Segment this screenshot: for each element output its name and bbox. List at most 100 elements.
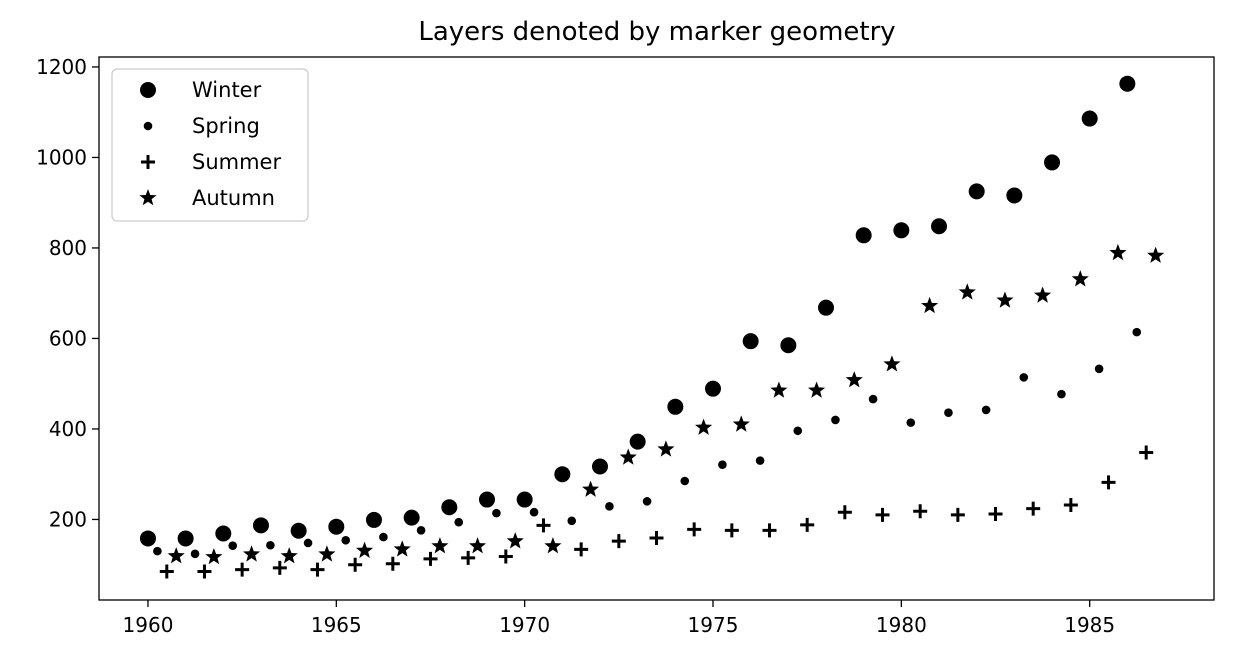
data-point-summer <box>1026 501 1041 516</box>
data-point-autumn <box>469 537 487 554</box>
data-point-summer <box>1063 497 1078 512</box>
data-point-spring <box>529 507 539 517</box>
data-point-summer <box>574 542 589 557</box>
plot-frame <box>98 56 1215 601</box>
data-point-summer <box>423 551 438 566</box>
data-point-spring <box>981 405 991 415</box>
legend-label-spring: Spring <box>192 114 260 138</box>
y-tick-label: 600 <box>49 326 87 350</box>
legend-label-autumn: Autumn <box>192 186 275 210</box>
data-point-winter <box>855 227 872 244</box>
series-winter <box>139 75 1136 547</box>
legend-marker-summer <box>141 155 155 169</box>
data-point-spring <box>1057 389 1066 399</box>
data-point-spring <box>605 502 614 511</box>
data-point-summer <box>649 531 664 546</box>
data-point-winter <box>252 517 269 534</box>
data-point-summer <box>536 518 551 533</box>
data-point-spring <box>416 526 426 535</box>
data-point-winter <box>742 333 759 350</box>
data-point-summer <box>461 550 476 565</box>
data-point-winter <box>215 525 232 542</box>
data-point-summer <box>498 549 513 564</box>
data-point-summer <box>159 564 174 579</box>
data-point-summer <box>762 523 777 538</box>
x-tick-label: 1980 <box>876 613 927 637</box>
data-point-autumn <box>280 547 298 564</box>
data-point-spring <box>793 426 803 436</box>
data-point-winter <box>441 499 458 516</box>
x-tick-label: 1985 <box>1064 613 1115 637</box>
data-point-autumn <box>544 537 562 554</box>
y-tick-label: 200 <box>49 507 87 531</box>
data-point-spring <box>906 418 916 427</box>
data-point-summer <box>687 522 702 537</box>
data-point-autumn <box>167 547 185 564</box>
data-point-autumn <box>1071 270 1089 287</box>
data-point-autumn <box>506 532 524 549</box>
data-point-summer <box>950 507 965 522</box>
x-axis: 1960 1965 1970 1975 1980 1985 <box>123 600 1115 637</box>
legend-label-summer: Summer <box>192 150 281 174</box>
series-summer <box>159 445 1154 579</box>
data-point-autumn <box>770 381 788 398</box>
data-point-winter <box>968 183 985 200</box>
data-point-autumn <box>1147 246 1165 263</box>
x-tick-label: 1970 <box>499 613 550 637</box>
y-tick-label: 800 <box>49 236 87 260</box>
data-point-summer <box>197 564 212 579</box>
legend-box <box>111 68 309 222</box>
data-point-summer <box>385 556 400 571</box>
legend: Winter Spring Summer Autumn <box>111 68 309 222</box>
x-tick-label: 1965 <box>311 613 362 637</box>
data-point-autumn <box>732 415 750 432</box>
data-point-autumn <box>619 448 637 465</box>
legend-marker-spring <box>143 121 153 131</box>
data-point-spring <box>266 540 275 550</box>
data-point-summer <box>310 562 325 577</box>
data-point-spring <box>944 408 953 417</box>
data-point-winter <box>629 433 646 450</box>
data-point-winter <box>403 509 420 526</box>
data-point-winter <box>290 522 307 539</box>
data-point-autumn <box>657 440 675 457</box>
data-point-winter <box>591 458 608 475</box>
data-point-spring <box>1132 327 1142 337</box>
data-point-winter <box>1119 75 1136 92</box>
data-point-summer <box>1101 475 1116 490</box>
data-point-winter <box>1044 154 1061 171</box>
data-point-autumn <box>1034 286 1052 303</box>
series-spring <box>153 327 1142 559</box>
data-point-autumn <box>695 418 713 435</box>
data-point-winter <box>328 518 345 535</box>
data-point-summer <box>837 505 852 520</box>
data-point-spring <box>831 415 840 425</box>
data-point-autumn <box>393 540 411 557</box>
data-point-summer <box>800 517 815 532</box>
data-point-autumn <box>883 355 901 372</box>
data-point-summer <box>235 562 250 577</box>
y-tick-label: 1200 <box>36 55 87 79</box>
legend-marker-winter <box>140 82 156 98</box>
data-point-winter <box>780 337 797 354</box>
data-point-autumn <box>243 545 261 562</box>
data-point-autumn <box>582 480 600 497</box>
data-point-spring <box>153 546 162 556</box>
data-point-winter <box>478 491 495 508</box>
data-point-spring <box>303 538 313 548</box>
y-tick-label: 1000 <box>36 145 87 169</box>
data-point-summer <box>988 507 1003 522</box>
data-point-summer <box>348 557 363 572</box>
data-point-spring <box>228 541 238 550</box>
data-point-spring <box>1019 373 1029 382</box>
y-axis: 200 400 600 800 1000 1200 <box>36 55 99 531</box>
data-point-winter <box>705 380 722 397</box>
data-point-spring <box>567 516 577 526</box>
data-point-autumn <box>996 291 1014 308</box>
data-point-spring <box>492 508 501 518</box>
data-point-summer <box>724 523 739 538</box>
plot-marks <box>139 75 1165 579</box>
data-point-spring <box>1094 364 1104 374</box>
series-autumn <box>167 243 1165 565</box>
